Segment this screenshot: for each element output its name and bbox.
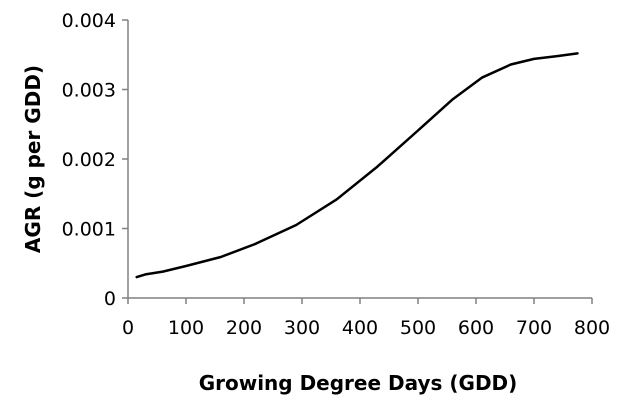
- x-tick-label: 200: [226, 317, 262, 339]
- series-line: [135, 52, 579, 279]
- x-tick-label: 700: [516, 317, 552, 339]
- x-tick-label: 600: [458, 317, 494, 339]
- x-axis-ticks: 0 100 200 300 400 500 600 700 800: [122, 298, 610, 339]
- y-tick-label: 0: [104, 288, 116, 310]
- y-tick-label: 0.004: [62, 10, 116, 32]
- y-axis-ticks: 0 0.001 0.002 0.003 0.004: [62, 10, 128, 310]
- y-axis-title: AGR (g per GDD): [21, 65, 45, 253]
- x-tick-label: 400: [342, 317, 378, 339]
- series-layer: [135, 52, 579, 279]
- x-tick-label: 500: [400, 317, 436, 339]
- y-tick-label: 0.003: [62, 80, 116, 102]
- y-tick-label: 0.001: [62, 219, 116, 241]
- x-tick-label: 0: [122, 317, 134, 339]
- x-tick-label: 800: [574, 317, 610, 339]
- y-tick-label: 0.002: [62, 149, 116, 171]
- x-axis-title: Growing Degree Days (GDD): [199, 371, 518, 395]
- x-tick-label: 100: [168, 317, 204, 339]
- x-tick-label: 300: [284, 317, 320, 339]
